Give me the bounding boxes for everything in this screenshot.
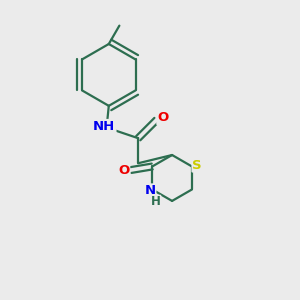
Text: S: S <box>193 158 202 172</box>
Text: O: O <box>118 164 129 177</box>
Text: NH: NH <box>93 120 116 133</box>
Text: H: H <box>151 195 161 208</box>
Text: N: N <box>144 184 155 197</box>
Text: O: O <box>157 111 169 124</box>
